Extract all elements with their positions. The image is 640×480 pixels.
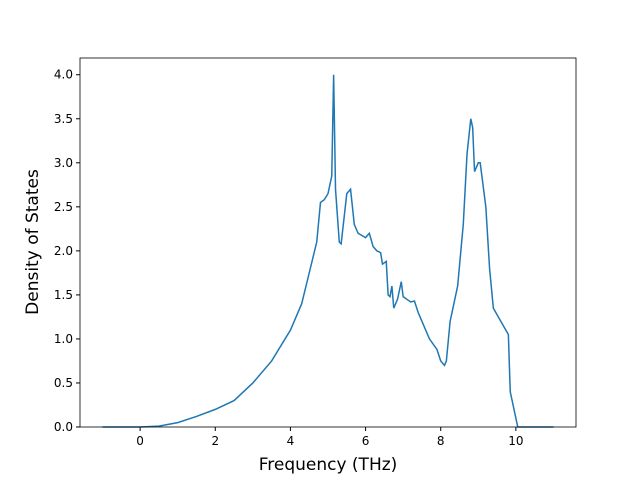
x-tick-label: 8 [437,434,445,448]
y-tick-label: 1.5 [54,288,73,302]
x-tick-label: 0 [136,434,144,448]
x-tick-label: 4 [287,434,295,448]
x-tick-label: 10 [508,434,523,448]
plot-frame [79,57,577,428]
y-axis-label: Density of States [23,169,43,315]
y-tick-label: 2.5 [54,200,73,214]
line [102,74,554,428]
y-tick-label: 3.5 [54,112,73,126]
x-axis-label: Frequency (THz) [259,455,398,475]
y-tick-label: 0.5 [54,376,73,390]
y-tick-label: 1.0 [54,332,73,346]
x-tick-label: 2 [211,434,219,448]
y-tick-label: 3.0 [54,156,73,170]
y-tick-label: 4.0 [54,68,73,82]
y-tick-label: 2.0 [54,244,73,258]
y-tick-label: 0.0 [54,420,73,434]
x-tick-label: 6 [362,434,370,448]
